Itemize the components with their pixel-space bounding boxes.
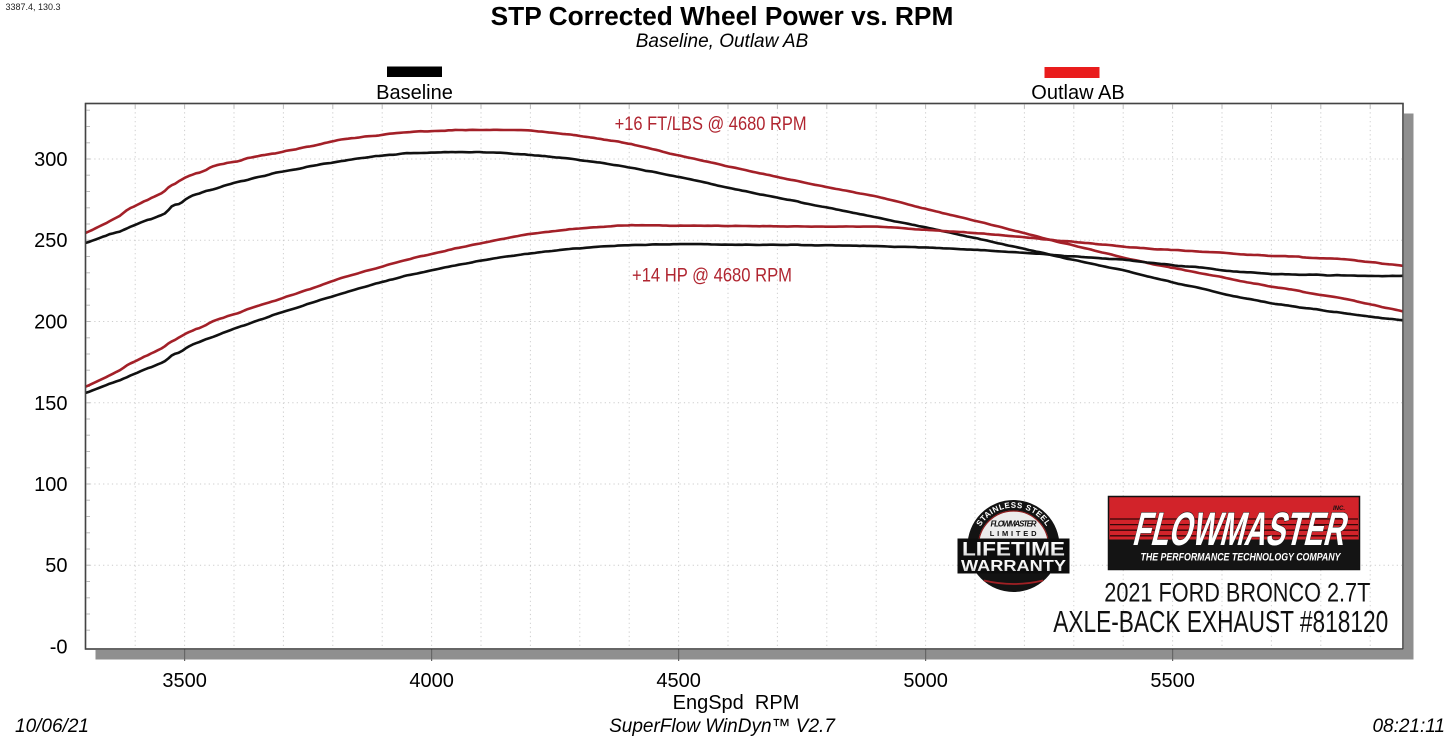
svg-text:FLOWMASTER: FLOWMASTER [991,520,1037,529]
svg-text:3500: 3500 [162,670,207,692]
svg-text:3387.4, 130.3: 3387.4, 130.3 [6,2,61,12]
svg-text:EngSpd RPM: EngSpd RPM [673,692,800,714]
svg-text:LIFETIME: LIFETIME [962,540,1065,561]
svg-text:5000: 5000 [903,670,948,692]
svg-text:FLOWMASTER: FLOWMASTER [1129,504,1354,556]
svg-text:INC.: INC. [1333,506,1345,512]
svg-text:2021 FORD BRONCO 2.7T: 2021 FORD BRONCO 2.7T [1104,578,1370,608]
svg-text:08:21:11: 08:21:11 [1372,716,1445,737]
svg-text:+14 HP @ 4680 RPM: +14 HP @ 4680 RPM [632,265,792,287]
svg-text:SuperFlow WinDyn™ V2.7: SuperFlow WinDyn™ V2.7 [609,716,836,737]
svg-text:50: 50 [45,555,67,577]
svg-text:-0: -0 [50,637,68,659]
svg-text:4500: 4500 [656,670,701,692]
svg-text:THE PERFORMANCE TECHNOLOGY COM: THE PERFORMANCE TECHNOLOGY COMPANY [1141,552,1342,564]
svg-text:+16 FT/LBS @ 4680 RPM: +16 FT/LBS @ 4680 RPM [615,113,807,135]
svg-text:Baseline: Baseline [376,82,453,104]
svg-text:4000: 4000 [409,670,454,692]
svg-text:5500: 5500 [1150,670,1195,692]
svg-text:10/06/21: 10/06/21 [15,716,89,737]
svg-text:300: 300 [34,149,67,171]
svg-text:STP Corrected Wheel Power vs.: STP Corrected Wheel Power vs. RPM [491,1,954,31]
svg-text:200: 200 [34,312,67,334]
svg-text:LIMITED: LIMITED [990,529,1040,538]
svg-text:150: 150 [34,393,67,415]
svg-text:Outlaw AB: Outlaw AB [1031,82,1124,104]
svg-text:100: 100 [34,474,67,496]
svg-text:250: 250 [34,230,67,252]
svg-text:AXLE-BACK EXHAUST #818120: AXLE-BACK EXHAUST #818120 [1053,604,1388,639]
svg-text:WARRANTY: WARRANTY [961,558,1066,575]
svg-text:Baseline, Outlaw AB: Baseline, Outlaw AB [636,31,809,52]
